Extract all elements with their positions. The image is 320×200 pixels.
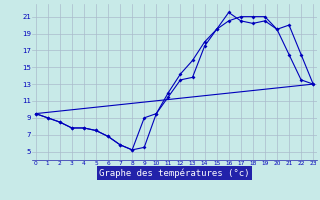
X-axis label: Graphe des températures (°c): Graphe des températures (°c) <box>99 168 250 178</box>
